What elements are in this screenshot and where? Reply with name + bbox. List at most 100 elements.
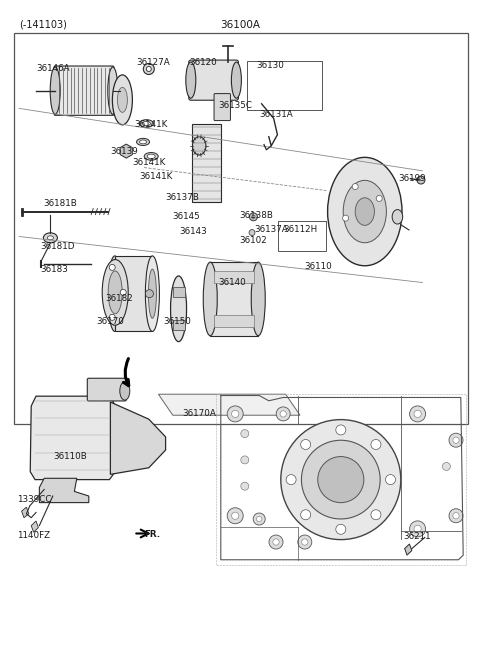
Ellipse shape bbox=[144, 152, 158, 160]
Bar bbox=[278, 221, 326, 251]
Text: 1140FZ: 1140FZ bbox=[17, 531, 50, 540]
Text: 36183: 36183 bbox=[41, 265, 69, 274]
Text: 1339CC: 1339CC bbox=[17, 495, 51, 504]
Text: 36135C: 36135C bbox=[218, 101, 252, 110]
Text: 36130: 36130 bbox=[257, 61, 285, 70]
Circle shape bbox=[269, 535, 283, 549]
Polygon shape bbox=[110, 402, 166, 474]
Text: FR.: FR. bbox=[144, 530, 160, 539]
Circle shape bbox=[241, 456, 249, 464]
Text: 36100A: 36100A bbox=[220, 20, 260, 30]
Circle shape bbox=[414, 526, 421, 532]
Circle shape bbox=[300, 510, 311, 520]
Circle shape bbox=[298, 535, 312, 549]
Circle shape bbox=[343, 215, 348, 221]
Ellipse shape bbox=[143, 122, 150, 125]
Text: 36120: 36120 bbox=[190, 58, 217, 67]
Circle shape bbox=[371, 510, 381, 520]
Ellipse shape bbox=[140, 140, 146, 144]
Circle shape bbox=[318, 457, 364, 503]
Text: 36146A: 36146A bbox=[36, 64, 70, 74]
Text: 36181D: 36181D bbox=[41, 242, 75, 251]
Circle shape bbox=[241, 430, 249, 438]
Polygon shape bbox=[31, 521, 38, 532]
Circle shape bbox=[280, 411, 287, 417]
Bar bbox=[214, 315, 254, 327]
Ellipse shape bbox=[136, 139, 150, 145]
Polygon shape bbox=[405, 544, 412, 555]
Ellipse shape bbox=[48, 236, 53, 240]
Circle shape bbox=[227, 406, 243, 422]
Circle shape bbox=[301, 539, 308, 545]
Circle shape bbox=[231, 411, 239, 417]
Circle shape bbox=[145, 290, 154, 298]
Polygon shape bbox=[158, 394, 300, 415]
Text: 36110: 36110 bbox=[305, 261, 333, 271]
Text: 36112H: 36112H bbox=[283, 225, 317, 234]
Text: 36211: 36211 bbox=[403, 532, 431, 541]
Text: 36141K: 36141K bbox=[132, 158, 166, 168]
Ellipse shape bbox=[192, 137, 206, 155]
Bar bbox=[192, 124, 221, 202]
Ellipse shape bbox=[147, 154, 155, 158]
Text: (-141103): (-141103) bbox=[19, 20, 67, 30]
Circle shape bbox=[120, 289, 126, 296]
Ellipse shape bbox=[43, 233, 58, 243]
Bar bbox=[210, 262, 258, 336]
Ellipse shape bbox=[251, 262, 265, 336]
Circle shape bbox=[273, 539, 279, 545]
Bar bbox=[115, 256, 153, 332]
Circle shape bbox=[231, 512, 239, 519]
Text: 36141K: 36141K bbox=[139, 171, 173, 181]
Circle shape bbox=[227, 508, 243, 524]
Circle shape bbox=[385, 474, 396, 485]
Circle shape bbox=[336, 524, 346, 534]
Circle shape bbox=[276, 407, 290, 421]
Circle shape bbox=[300, 440, 311, 449]
Ellipse shape bbox=[102, 260, 128, 325]
Ellipse shape bbox=[231, 62, 241, 99]
Circle shape bbox=[256, 516, 262, 522]
FancyBboxPatch shape bbox=[214, 93, 230, 121]
Ellipse shape bbox=[145, 256, 159, 332]
Circle shape bbox=[109, 264, 115, 271]
Circle shape bbox=[336, 425, 346, 435]
Ellipse shape bbox=[327, 158, 402, 265]
Circle shape bbox=[417, 176, 425, 184]
Bar bbox=[14, 33, 468, 424]
Circle shape bbox=[376, 195, 382, 202]
Polygon shape bbox=[39, 478, 89, 503]
Bar bbox=[247, 61, 322, 110]
Text: 36140: 36140 bbox=[218, 278, 246, 287]
Text: 36127A: 36127A bbox=[137, 58, 170, 67]
Ellipse shape bbox=[355, 198, 374, 225]
Circle shape bbox=[281, 420, 401, 539]
Bar bbox=[214, 271, 254, 283]
Text: 36110B: 36110B bbox=[54, 452, 87, 461]
Circle shape bbox=[109, 314, 115, 321]
Ellipse shape bbox=[139, 120, 154, 127]
Circle shape bbox=[241, 482, 249, 490]
Text: 36170A: 36170A bbox=[182, 409, 216, 419]
Ellipse shape bbox=[108, 67, 118, 114]
Ellipse shape bbox=[120, 382, 130, 400]
Text: 36141K: 36141K bbox=[134, 120, 168, 129]
Ellipse shape bbox=[343, 181, 386, 242]
Circle shape bbox=[352, 183, 358, 190]
Ellipse shape bbox=[148, 269, 156, 318]
Circle shape bbox=[414, 411, 421, 417]
Circle shape bbox=[249, 229, 255, 236]
Text: 36170: 36170 bbox=[96, 317, 124, 327]
Text: 36138B: 36138B bbox=[239, 211, 273, 220]
Circle shape bbox=[449, 509, 463, 523]
Ellipse shape bbox=[50, 67, 60, 114]
Text: 36181B: 36181B bbox=[43, 199, 77, 208]
Ellipse shape bbox=[186, 62, 196, 99]
Bar bbox=[173, 320, 184, 330]
Text: 36182: 36182 bbox=[106, 294, 133, 304]
Text: 36102: 36102 bbox=[239, 236, 267, 245]
Circle shape bbox=[453, 437, 459, 443]
Circle shape bbox=[443, 463, 450, 470]
Ellipse shape bbox=[392, 210, 403, 224]
Ellipse shape bbox=[170, 276, 187, 342]
